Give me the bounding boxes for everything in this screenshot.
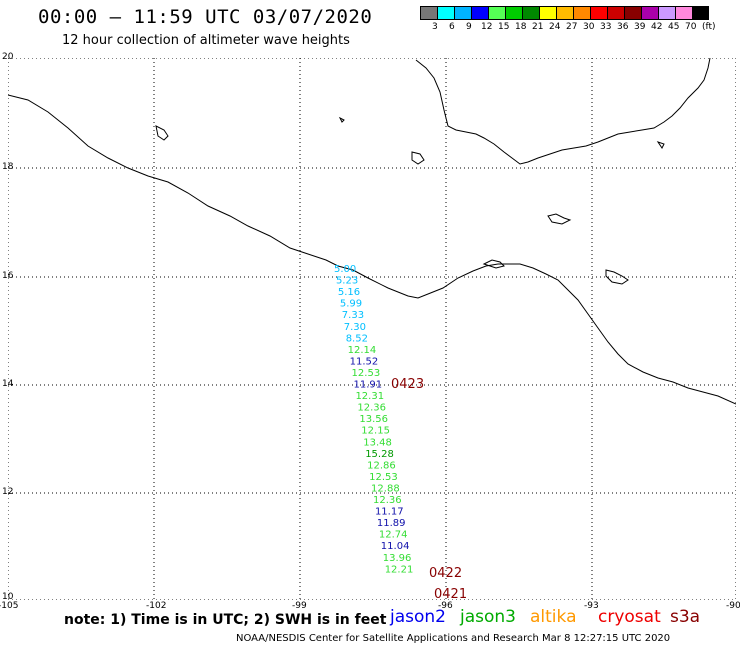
scale-swatch (556, 6, 573, 20)
scale-label: 27 (566, 22, 578, 32)
swh-value-label: 12.15 (361, 426, 390, 437)
swh-value-label: 12.36 (373, 495, 402, 506)
scale-swatch (488, 6, 505, 20)
scale-label: 45 (668, 22, 680, 32)
scale-label: 33 (600, 22, 612, 32)
scale-label: 36 (617, 22, 629, 32)
scale-label: 9 (466, 22, 472, 32)
footer-credit: NOAA/NESDIS Center for Satellite Applica… (236, 633, 671, 644)
swh-value-label: 8.52 (346, 333, 368, 344)
swh-value-label: 12.36 (357, 403, 386, 414)
swh-value-label: 13.56 (359, 414, 388, 425)
scale-swatch (692, 6, 709, 20)
scale-label: 42 (651, 22, 663, 32)
lon-label: -93 (584, 601, 599, 611)
scale-swatch (471, 6, 488, 20)
swh-value-label: 12.86 (367, 460, 396, 471)
swh-value-label: 5.99 (340, 299, 362, 310)
swh-value-label: 15.28 (365, 449, 394, 460)
scale-label: 24 (549, 22, 561, 32)
swh-value-label: 13.96 (383, 553, 412, 564)
color-scale-labels: 3 6 9 12 15 18 21 24 27 30 33 36 39 42 45 70 (ft) (420, 22, 740, 36)
altimeter-track: 5.005.235.165.997.337.308.5212.1411.5212… (334, 264, 413, 575)
scale-label: 15 (498, 22, 510, 32)
scale-swatch (454, 6, 471, 20)
scale-label: 39 (634, 22, 646, 32)
scale-label: 6 (449, 22, 455, 32)
lon-label: -90 (726, 601, 740, 611)
scale-label: 21 (532, 22, 544, 32)
satellite-label-jason2: jason2 (390, 607, 446, 627)
scale-swatch (573, 6, 590, 20)
lat-label: 12 (2, 487, 14, 497)
swh-value-label: 12.21 (385, 564, 414, 575)
lon-label: -99 (292, 601, 307, 611)
coastline (8, 58, 736, 405)
scale-label: 18 (515, 22, 527, 32)
scale-swatch (590, 6, 607, 20)
map: 5.005.235.165.997.337.308.5212.1411.5212… (8, 58, 736, 600)
scale-swatch (437, 6, 454, 20)
swh-value-label: 13.48 (363, 437, 392, 448)
scale-swatch (641, 6, 658, 20)
swh-value-label: 11.04 (381, 541, 410, 552)
swh-value-label: 11.91 (354, 380, 383, 391)
scale-swatch (539, 6, 556, 20)
lat-label: 18 (2, 162, 14, 172)
scale-swatch (675, 6, 692, 20)
scale-swatch (522, 6, 539, 20)
scale-swatch (607, 6, 624, 20)
satellite-label-s3a: s3a (670, 607, 701, 627)
swh-value-label: 11.89 (377, 518, 406, 529)
swh-value-label: 12.14 (348, 345, 377, 356)
scale-swatch (658, 6, 675, 20)
lat-label: 16 (2, 271, 14, 281)
lat-label: 14 (2, 379, 14, 389)
time-labels: 0423 0422 0421 (391, 377, 467, 600)
chart-subtitle: 12 hour collection of altimeter wave hei… (62, 33, 350, 48)
swh-value-label: 11.17 (375, 507, 404, 518)
time-label: 0423 (391, 377, 424, 392)
scale-label: 70 (685, 22, 697, 32)
satellite-label-cryosat: cryosat (598, 607, 661, 627)
scale-swatch (624, 6, 641, 20)
swh-value-label: 7.33 (342, 310, 364, 321)
scale-label: 3 (432, 22, 438, 32)
swh-value-label: 12.31 (355, 391, 384, 402)
swh-value-label: 12.88 (371, 483, 400, 494)
swh-value-label: 12.53 (352, 368, 381, 379)
scale-swatch (505, 6, 522, 20)
time-label: 0422 (429, 566, 462, 581)
swh-value-label: 12.53 (369, 472, 398, 483)
satellite-label-altika: altika (530, 607, 577, 627)
lon-label: -96 (438, 601, 453, 611)
swh-value-label: 5.00 (334, 264, 356, 275)
swh-value-label: 7.30 (344, 322, 366, 333)
note-text: note: 1) Time is in UTC; 2) SWH is in fe… (64, 612, 387, 628)
swh-value-label: 12.74 (379, 530, 408, 541)
scale-label: (ft) (702, 22, 716, 32)
swh-value-label: 11.52 (350, 356, 379, 367)
scale-label: 30 (583, 22, 595, 32)
swh-value-label: 5.23 (336, 276, 358, 287)
lat-label: 10 (2, 592, 14, 602)
time-label: 0421 (434, 587, 467, 600)
satellite-label-jason3: jason3 (460, 607, 516, 627)
chart-title: 00:00 – 11:59 UTC 03/07/2020 (38, 6, 373, 28)
swh-value-label: 5.16 (338, 287, 360, 298)
lon-label: -105 (0, 601, 19, 611)
scale-label: 12 (481, 22, 493, 32)
scale-swatch (420, 6, 437, 20)
color-scale (420, 6, 709, 20)
lon-label: -102 (146, 601, 167, 611)
lat-label: 20 (2, 52, 14, 62)
